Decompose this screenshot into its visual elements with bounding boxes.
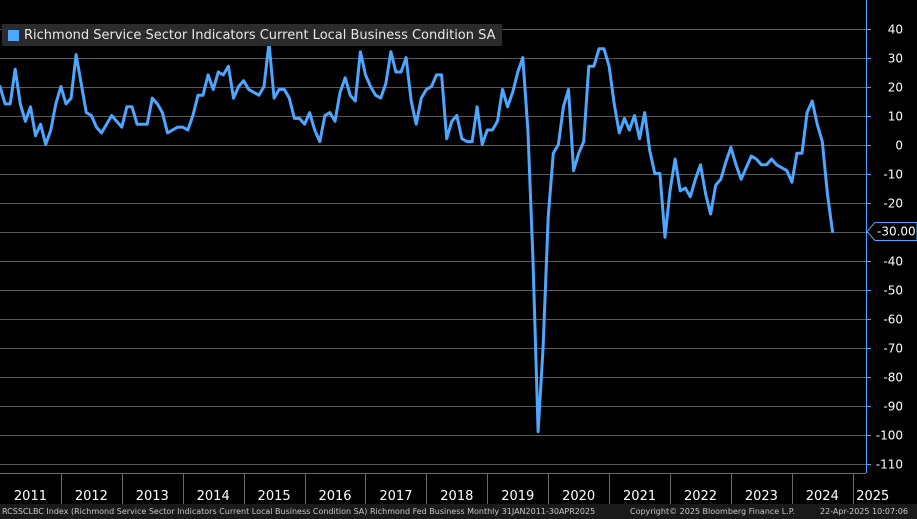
x-tick-label: 2024: [806, 489, 839, 504]
x-tick-label: 2016: [318, 489, 351, 504]
legend-label: Richmond Service Sector Indicators Curre…: [24, 27, 496, 43]
line-chart: 2011 2012 2013 2014 2015 2016 2017 2018 2019 2020…: [0, 0, 917, 504]
series-line: [0, 41, 834, 434]
x-tick-label: 2025: [856, 489, 889, 504]
last-value-marker: -30.00: [866, 222, 917, 241]
y-tick-label: -40: [883, 255, 903, 269]
y-tick-label: -60: [883, 313, 903, 327]
y-tick-label: 30: [888, 52, 903, 66]
x-tick-label: 2012: [75, 489, 108, 504]
gridlines: [0, 29, 866, 465]
y-tick-label: -10: [883, 168, 903, 182]
x-axis: 2011 2012 2013 2014 2015 2016 2017 2018 2019 2020…: [0, 473, 889, 504]
last-value-label: -30.00: [877, 225, 916, 239]
y-tick-label: 20: [888, 81, 903, 95]
x-tick-label: 2014: [197, 489, 230, 504]
y-tick-label: -50: [883, 284, 903, 298]
x-tick-label: 2020: [562, 489, 595, 504]
footer-bar: RCSSCLBC Index (Richmond Service Sector …: [0, 504, 917, 519]
x-tick-label: 2021: [623, 489, 656, 504]
footer-copyright: Copyright© 2025 Bloomberg Finance L.P.: [630, 507, 795, 516]
y-tick-label: -90: [883, 400, 903, 414]
y-tick-label: -80: [883, 371, 903, 385]
x-tick-label: 2018: [440, 489, 473, 504]
legend: Richmond Service Sector Indicators Curre…: [2, 24, 502, 46]
x-tick-label: 2019: [501, 489, 534, 504]
footer-timestamp: 22-Apr-2025 10:07:06: [820, 507, 908, 516]
x-tick-label: 2017: [379, 489, 412, 504]
y-tick-label: 10: [888, 110, 903, 124]
x-tick-label: 2023: [745, 489, 778, 504]
x-tick-label: 2022: [684, 489, 717, 504]
y-tick-label: -70: [883, 342, 903, 356]
legend-swatch: [8, 29, 19, 41]
footer-source: RCSSCLBC Index (Richmond Service Sector …: [2, 507, 596, 516]
y-tick-label: -100: [876, 429, 903, 443]
x-tick-label: 2013: [136, 489, 169, 504]
last-value-box: [866, 222, 917, 241]
y-tick-label: -110: [876, 458, 903, 472]
y-tick-label: -20: [883, 197, 903, 211]
x-tick-label: 2011: [14, 489, 47, 504]
y-tick-label: 40: [888, 23, 903, 37]
series-layer: [0, 41, 834, 434]
y-tick-label: 0: [895, 139, 903, 153]
x-tick-label: 2015: [258, 489, 291, 504]
